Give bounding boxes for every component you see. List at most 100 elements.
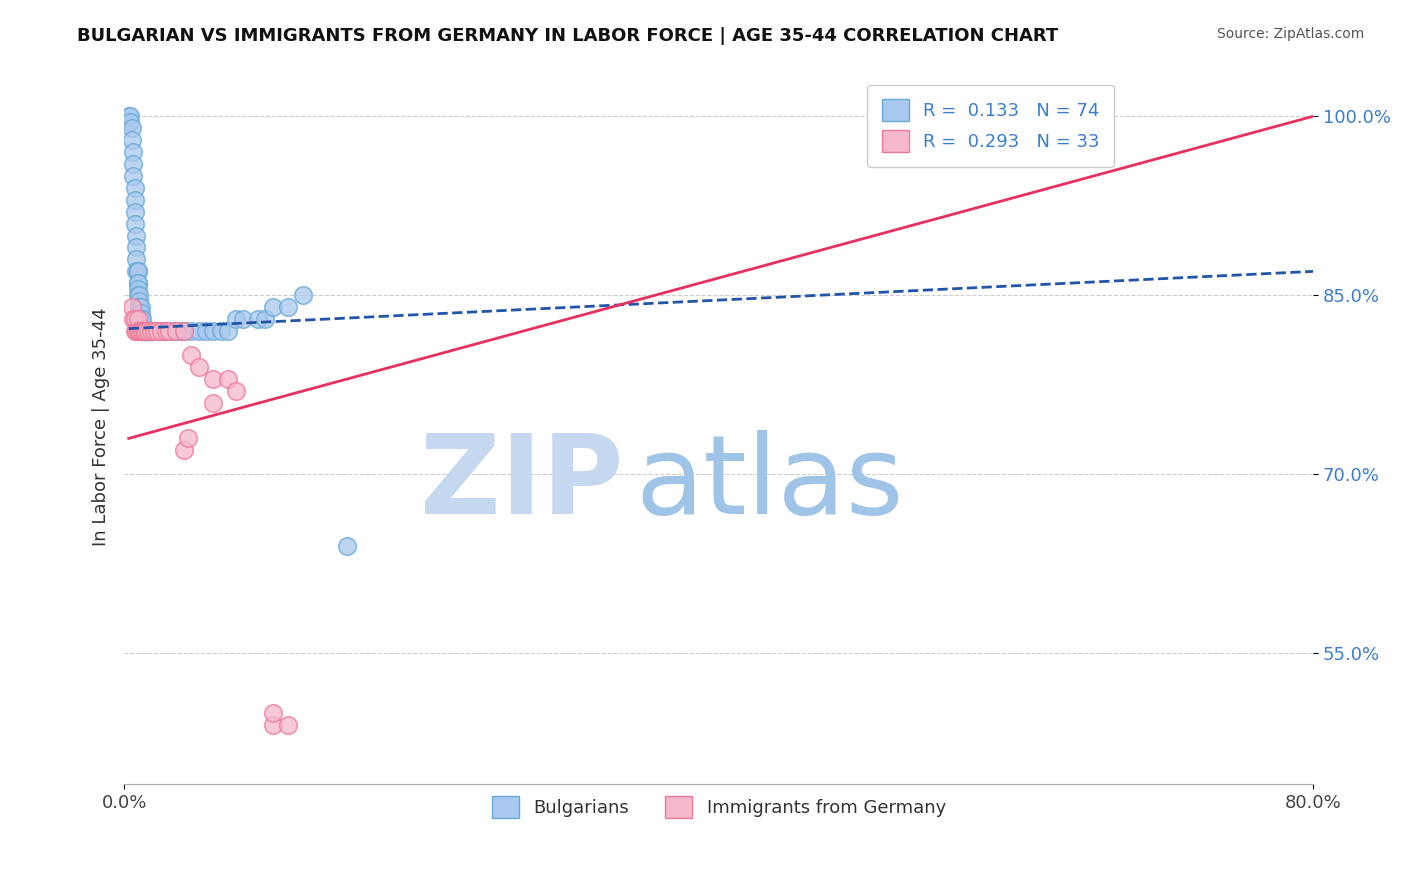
Point [138, 324, 160, 338]
Point [125, 324, 148, 338]
Text: atlas: atlas [636, 430, 904, 537]
Point [139, 324, 162, 338]
Point [121, 121, 143, 136]
Point [120, 109, 142, 123]
Point [202, 372, 225, 386]
Point [121, 300, 143, 314]
Point [277, 300, 299, 314]
Point [125, 240, 148, 254]
Point [141, 324, 163, 338]
Point [165, 324, 187, 338]
Point [146, 324, 169, 338]
Point [153, 324, 176, 338]
Point [131, 324, 153, 338]
Point [336, 539, 359, 553]
Text: BULGARIAN VS IMMIGRANTS FROM GERMANY IN LABOR FORCE | AGE 35-44 CORRELATION CHAR: BULGARIAN VS IMMIGRANTS FROM GERMANY IN … [77, 27, 1059, 45]
Point [124, 193, 146, 207]
Text: ZIP: ZIP [420, 430, 624, 537]
Point [131, 324, 153, 338]
Point [134, 324, 156, 338]
Point [124, 217, 146, 231]
Point [225, 384, 247, 398]
Point [150, 324, 173, 338]
Point [134, 324, 156, 338]
Point [217, 324, 239, 338]
Point [180, 348, 202, 362]
Y-axis label: In Labor Force | Age 35-44: In Labor Force | Age 35-44 [93, 307, 110, 546]
Point [134, 324, 156, 338]
Point [128, 294, 150, 309]
Point [124, 324, 146, 338]
Point [120, 115, 142, 129]
Point [136, 324, 159, 338]
Point [122, 312, 145, 326]
Point [125, 228, 148, 243]
Point [146, 324, 169, 338]
Point [194, 324, 217, 338]
Point [150, 324, 173, 338]
Point [127, 277, 149, 291]
Point [132, 324, 155, 338]
Point [149, 324, 172, 338]
Point [225, 312, 247, 326]
Point [157, 324, 180, 338]
Point [132, 324, 155, 338]
Point [135, 324, 157, 338]
Point [232, 312, 254, 326]
Point [160, 324, 183, 338]
Point [254, 312, 277, 326]
Point [127, 264, 149, 278]
Point [128, 324, 150, 338]
Point [131, 312, 153, 326]
Point [142, 324, 165, 338]
Point [124, 312, 146, 326]
Point [165, 324, 187, 338]
Point [128, 300, 150, 314]
Point [202, 395, 225, 409]
Point [155, 324, 177, 338]
Point [136, 324, 159, 338]
Point [187, 359, 209, 374]
Point [262, 300, 284, 314]
Point [170, 324, 193, 338]
Point [125, 252, 148, 267]
Point [217, 372, 239, 386]
Point [128, 324, 150, 338]
Point [209, 324, 232, 338]
Legend: Bulgarians, Immigrants from Germany: Bulgarians, Immigrants from Germany [485, 789, 953, 825]
Point [262, 706, 284, 720]
Point [129, 312, 152, 326]
Point [136, 324, 159, 338]
Point [128, 288, 150, 302]
Point [173, 324, 195, 338]
Point [122, 157, 145, 171]
Point [128, 300, 150, 314]
Point [142, 324, 165, 338]
Point [155, 324, 177, 338]
Point [129, 300, 152, 314]
Point [187, 324, 209, 338]
Point [128, 300, 150, 314]
Point [157, 324, 180, 338]
Point [145, 324, 167, 338]
Point [135, 324, 157, 338]
Point [127, 282, 149, 296]
Point [202, 324, 225, 338]
Point [121, 133, 143, 147]
Point [173, 443, 195, 458]
Point [291, 288, 314, 302]
Text: Source: ZipAtlas.com: Source: ZipAtlas.com [1216, 27, 1364, 41]
Point [129, 324, 152, 338]
Point [127, 324, 149, 338]
Point [118, 109, 141, 123]
Point [132, 324, 155, 338]
Point [125, 264, 148, 278]
Point [246, 312, 269, 326]
Point [277, 718, 299, 732]
Point [127, 277, 149, 291]
Point [132, 324, 155, 338]
Point [139, 324, 162, 338]
Point [129, 306, 152, 320]
Point [127, 312, 149, 326]
Point [122, 169, 145, 183]
